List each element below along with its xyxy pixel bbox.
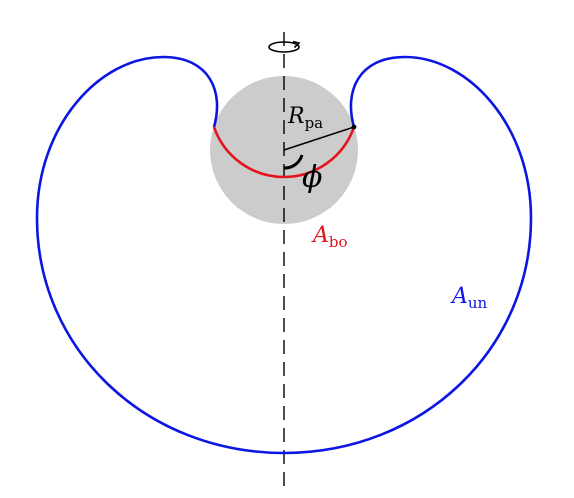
rotation-arrow-icon (268, 40, 301, 53)
radius-label: Rpa (287, 104, 323, 132)
unbound-area-label: Aun (450, 284, 488, 312)
particle-radius-line (283, 126, 355, 151)
bound-membrane-contour (212, 126, 356, 179)
wrapping-angle-label: ϕ (302, 160, 322, 195)
contact-point-dot (351, 124, 357, 130)
bound-area-label: Abo (311, 223, 348, 251)
unbound-membrane-contour (35, 55, 533, 455)
wrapping-angle-arc (283, 154, 304, 170)
